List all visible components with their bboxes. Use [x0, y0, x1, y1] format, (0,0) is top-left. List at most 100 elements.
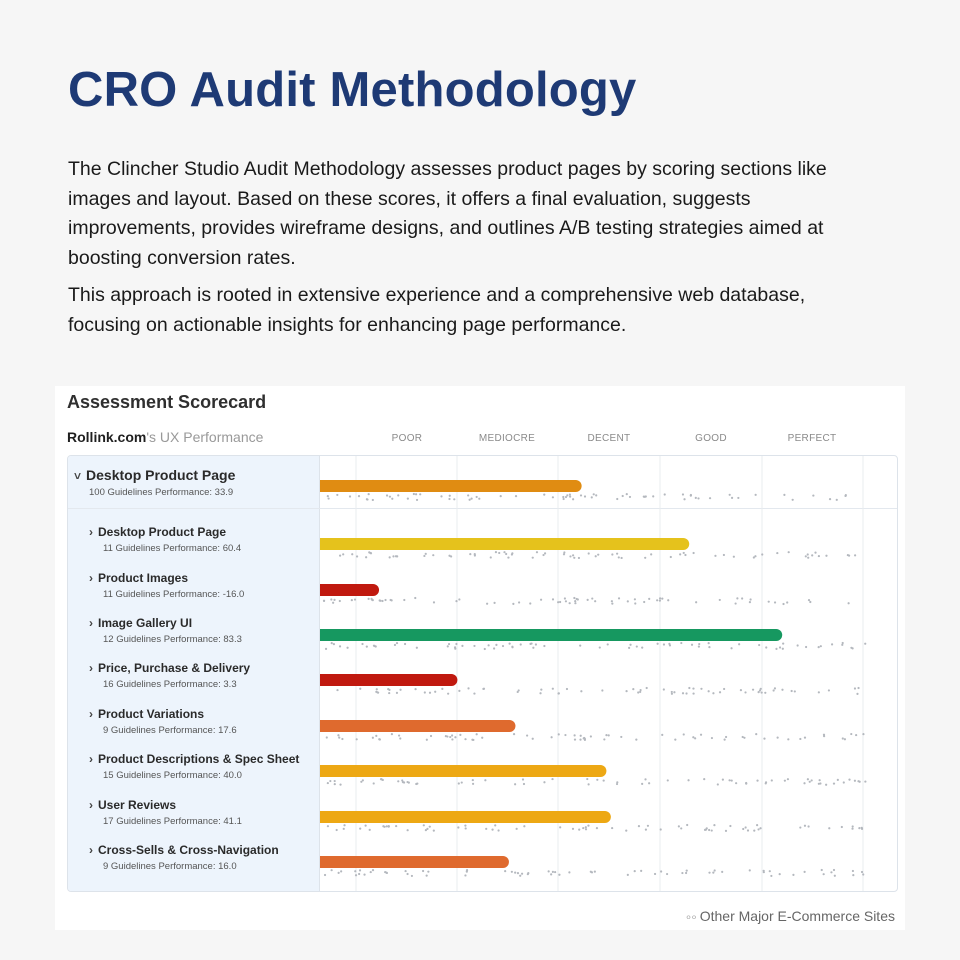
other-site-dot: [482, 687, 485, 691]
other-site-dot: [763, 737, 766, 740]
other-site-dot: [359, 827, 362, 830]
other-site-dot: [851, 827, 854, 830]
other-site-dot: [381, 778, 384, 782]
row-name: Image Gallery UI: [98, 616, 193, 630]
bar-3[interactable]: [320, 629, 783, 641]
other-site-dot: [359, 687, 362, 690]
other-site-dot: [663, 493, 666, 496]
other-site-dot: [557, 733, 560, 736]
other-site-dot: [708, 871, 711, 874]
other-site-dot: [484, 779, 487, 782]
chevron-right-icon[interactable]: ›: [89, 571, 93, 585]
site-name: Rollink.com: [67, 429, 147, 445]
other-site-dot: [653, 872, 657, 876]
bar-2[interactable]: [320, 584, 380, 596]
other-site-dot: [414, 493, 418, 496]
bar-edge-7: [320, 811, 326, 823]
other-site-dot: [611, 826, 614, 830]
assessment-scorecard: Assessment Scorecard Rollink.com's UX Pe…: [55, 386, 905, 930]
other-site-dot: [596, 778, 599, 781]
row-product-descriptions-spec-sheet[interactable]: › Product Descriptions & Spec Sheet 15 Gui…: [89, 752, 299, 781]
other-site-dot: [781, 688, 784, 691]
chevron-down-icon[interactable]: ˅: [74, 469, 82, 483]
other-site-dot: [388, 691, 391, 695]
chevron-right-icon[interactable]: ›: [89, 661, 93, 675]
chevron-right-icon[interactable]: ›: [89, 525, 93, 539]
other-site-dot: [378, 738, 381, 741]
row-product-variations[interactable]: › Product Variations 9 Guidelines Performa…: [89, 707, 237, 736]
bar-1[interactable]: [320, 538, 690, 550]
other-site-dot: [764, 781, 768, 784]
chevron-right-icon[interactable]: ›: [89, 752, 93, 766]
other-site-dot: [522, 782, 526, 786]
other-site-dot: [744, 691, 747, 694]
other-site-dot: [394, 555, 398, 558]
bar-0[interactable]: [320, 480, 582, 492]
other-site-dot: [786, 778, 790, 781]
other-site-dot: [817, 554, 820, 558]
other-site-dot: [590, 871, 594, 874]
other-site-dot: [387, 687, 390, 691]
other-site-dot: [326, 781, 329, 785]
chevron-right-icon[interactable]: ›: [89, 707, 93, 721]
other-site-dot: [579, 494, 583, 497]
bar-edge-0: [320, 480, 326, 492]
bar-7[interactable]: [320, 811, 611, 823]
other-site-dot: [606, 643, 609, 646]
other-site-dot: [746, 829, 750, 832]
other-site-dot: [858, 827, 861, 830]
bar-4[interactable]: [320, 674, 458, 686]
other-site-dot: [684, 871, 688, 875]
other-site-dot: [355, 738, 358, 741]
other-site-dot: [551, 870, 554, 873]
row-price-purchase-delivery[interactable]: › Price, Purchase & Delivery 16 Guidelines…: [89, 661, 250, 690]
other-site-dot: [471, 782, 475, 785]
other-site-dot: [757, 691, 760, 694]
other-site-dot: [384, 598, 387, 602]
other-site-dot: [625, 493, 628, 496]
other-site-dot: [658, 599, 662, 602]
other-site-dot: [590, 496, 593, 499]
other-site-dot: [674, 738, 677, 741]
row-name: Desktop Product Page: [86, 467, 236, 483]
other-site-dot: [684, 553, 687, 557]
row-desktop-product-page-total[interactable]: ˅ Desktop Product Page 100 Guidelines Perf…: [74, 467, 235, 498]
other-site-dot: [529, 642, 532, 645]
row-desktop-product-page[interactable]: › Desktop Product Page 11 Guidelines Perfo…: [89, 525, 241, 554]
other-site-dot: [464, 824, 467, 827]
other-site-dot: [633, 598, 636, 601]
other-site-dot: [809, 600, 812, 604]
other-site-dot: [582, 826, 585, 830]
other-site-dot: [817, 646, 820, 649]
other-site-dot: [641, 782, 644, 785]
chevron-right-icon[interactable]: ›: [89, 843, 93, 857]
chevron-right-icon[interactable]: ›: [89, 798, 93, 812]
other-site-dot: [807, 556, 810, 559]
bar-6[interactable]: [320, 765, 607, 777]
dots-icon: ∘∘: [684, 910, 698, 924]
other-site-dot: [510, 870, 513, 873]
other-site-dot: [707, 690, 710, 693]
row-subtitle: 9 Guidelines Performance: 17.6: [103, 725, 237, 736]
row-image-gallery-ui[interactable]: › Image Gallery UI 12 Guidelines Performan…: [89, 616, 242, 645]
bar-5[interactable]: [320, 720, 516, 732]
chevron-right-icon[interactable]: ›: [89, 616, 93, 630]
other-site-dot: [571, 554, 575, 557]
other-site-dot: [660, 870, 663, 873]
row-cross-sells-cross-navigation[interactable]: › Cross-Sells & Cross-Navigation 9 Guideli…: [89, 843, 279, 872]
other-site-dot: [605, 734, 608, 737]
other-site-dot: [348, 495, 352, 498]
other-site-dot: [643, 600, 646, 604]
other-site-dot: [856, 692, 859, 696]
other-site-dot: [395, 691, 399, 694]
other-site-dot: [712, 692, 715, 695]
other-site-dot: [741, 735, 744, 739]
bar-8[interactable]: [320, 856, 509, 868]
row-user-reviews[interactable]: › User Reviews 17 Guidelines Performance: …: [89, 798, 242, 827]
other-site-dot: [543, 644, 546, 648]
legend-label: Other Major E-Commerce Sites: [699, 908, 895, 924]
other-site-dot: [758, 643, 761, 647]
row-product-images[interactable]: › Product Images 11 Guidelines Performance…: [89, 571, 244, 600]
other-site-dot: [692, 687, 695, 690]
other-site-dot: [517, 689, 520, 692]
